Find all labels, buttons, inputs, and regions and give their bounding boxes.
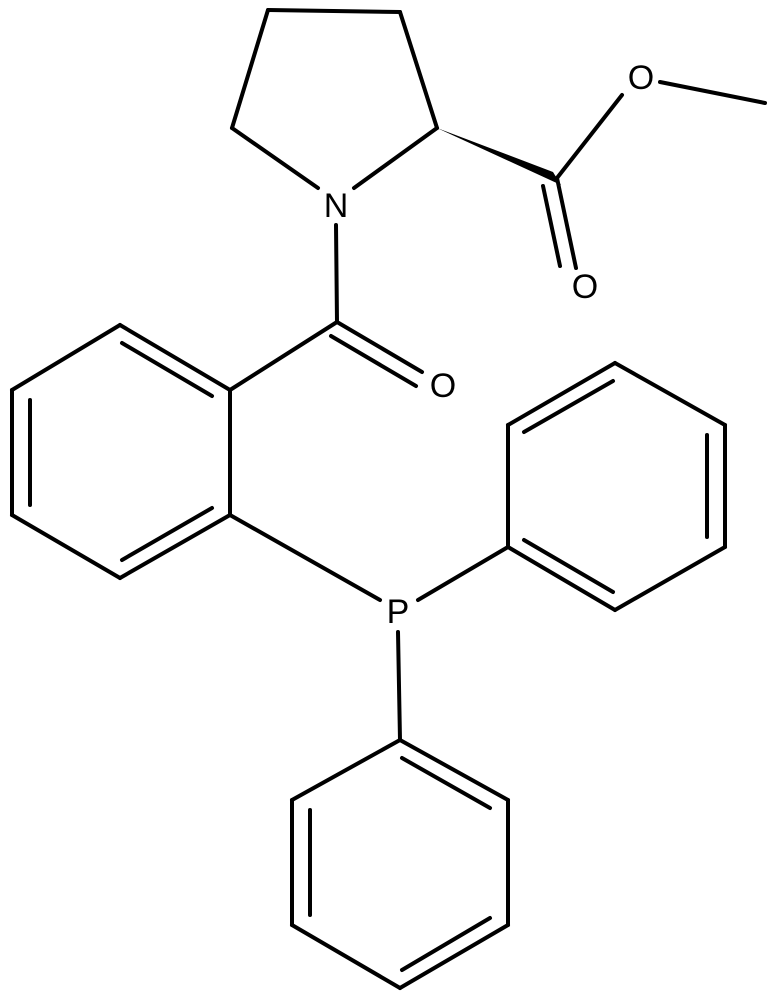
- atom-label: N: [324, 187, 349, 225]
- atom-label: O: [572, 268, 598, 306]
- atom-label: O: [628, 59, 654, 97]
- wedge-bond: [437, 128, 561, 185]
- bonds: [10, 8, 767, 990]
- atom-label: O: [430, 367, 456, 405]
- atom-label: P: [387, 593, 410, 631]
